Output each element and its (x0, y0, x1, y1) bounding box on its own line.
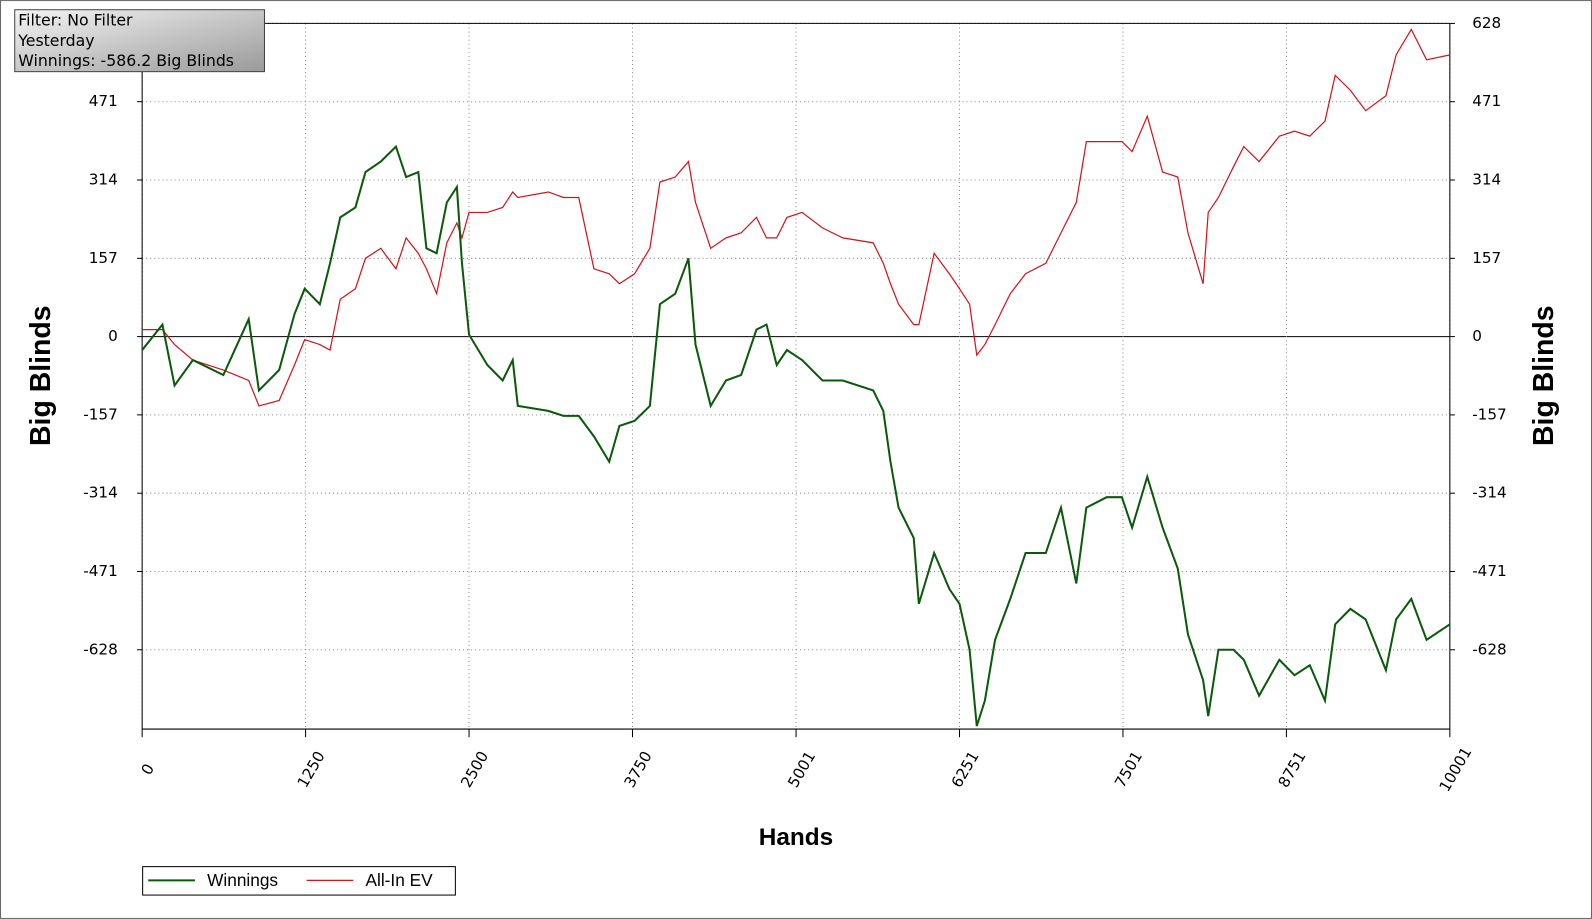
x-axis-title: Hands (759, 824, 833, 851)
series-line (141, 144, 1451, 727)
y-tick-label: -628 (83, 640, 118, 658)
y-tick-label: -471 (83, 562, 118, 580)
y-tick-label: -314 (83, 484, 118, 502)
y2-axis-title: Big Blinds (1528, 306, 1560, 446)
y-tick-label: 0 (108, 327, 118, 345)
info-line: Winnings: -586.2 Big Blinds (18, 51, 234, 70)
y-tick-label: 471 (89, 92, 118, 110)
info-line: Yesterday (17, 31, 94, 50)
series-line (142, 28, 1450, 407)
y2-tick-label: 0 (1472, 327, 1482, 345)
y2-tick-label: 314 (1472, 171, 1501, 189)
legend-label: Winnings (207, 870, 278, 890)
y-tick-label: 314 (89, 171, 118, 189)
y2-tick-label: 157 (1472, 249, 1501, 267)
y2-tick-label: -471 (1472, 562, 1507, 580)
info-box: Filter: No Filter Yesterday Winnings: -5… (14, 9, 265, 73)
y-tick-label: 157 (89, 249, 118, 267)
y2-tick-label: -314 (1472, 484, 1507, 502)
y2-tick-label: -157 (1472, 405, 1507, 423)
y-tick-label: -157 (83, 405, 118, 423)
y2-tick-label: -628 (1472, 640, 1507, 658)
y-axis-title: Big Blinds (25, 306, 57, 446)
legend-label: All-In EV (366, 870, 434, 890)
y2-tick-label: 471 (1472, 92, 1501, 110)
legend: Winnings All-In EV (142, 866, 456, 896)
y2-tick-label: 628 (1472, 14, 1501, 32)
info-line: Filter: No Filter (18, 10, 133, 29)
